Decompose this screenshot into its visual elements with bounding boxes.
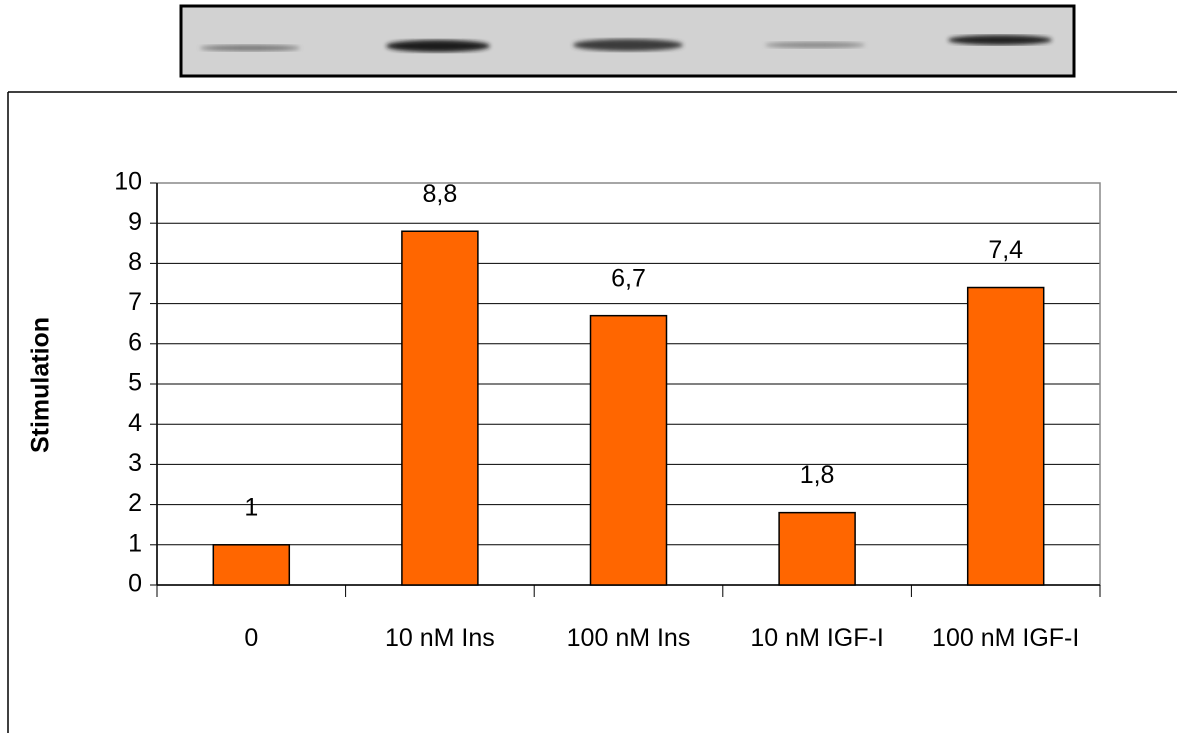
y-tick-label: 10 bbox=[114, 168, 142, 196]
blot-band bbox=[200, 45, 300, 51]
value-label: 7,4 bbox=[988, 236, 1023, 264]
y-tick-label: 6 bbox=[128, 328, 142, 356]
bar bbox=[779, 513, 855, 585]
blot-band bbox=[386, 40, 490, 52]
bar bbox=[213, 545, 289, 585]
blot-band bbox=[948, 35, 1052, 45]
y-tick-label: 5 bbox=[128, 369, 142, 397]
value-label: 6,7 bbox=[611, 264, 646, 292]
blot-band bbox=[765, 42, 865, 48]
x-tick-label: 0 bbox=[160, 620, 342, 656]
y-tick-label: 1 bbox=[128, 529, 142, 557]
value-label: 8,8 bbox=[423, 180, 458, 208]
value-label: 1 bbox=[244, 493, 258, 521]
page: {"chart_data": {"type": "bar", "y_label"… bbox=[0, 0, 1177, 733]
y-tick-label: 9 bbox=[128, 208, 142, 236]
x-tick-label: 100 nM Ins bbox=[538, 620, 720, 656]
x-tick-label: 10 nM IGF-I bbox=[726, 620, 908, 656]
bar bbox=[402, 231, 478, 585]
blot-image bbox=[181, 6, 1074, 76]
y-tick-label: 2 bbox=[128, 489, 142, 517]
y-axis-label: Stimulation bbox=[27, 317, 55, 453]
y-tick-label: 4 bbox=[128, 409, 142, 437]
x-tick-label: 100 nM IGF-I bbox=[915, 620, 1097, 656]
bar bbox=[591, 316, 667, 585]
y-tick-label: 7 bbox=[128, 288, 142, 316]
blot-band bbox=[573, 39, 683, 51]
y-tick-label: 0 bbox=[128, 570, 142, 598]
bar bbox=[968, 288, 1044, 585]
y-tick-label: 3 bbox=[128, 449, 142, 477]
x-tick-label: 10 nM Ins bbox=[349, 620, 531, 656]
value-label: 1,8 bbox=[800, 461, 835, 489]
y-tick-label: 8 bbox=[128, 248, 142, 276]
